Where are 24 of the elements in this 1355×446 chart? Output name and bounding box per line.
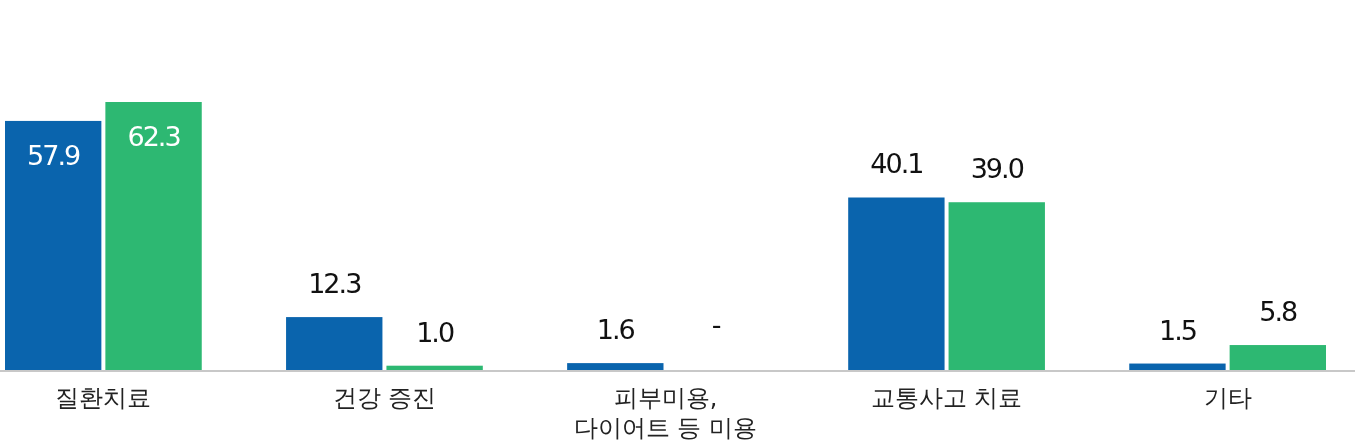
data-label: 40.1: [870, 148, 923, 180]
x-tick-label: 질환치료: [55, 384, 152, 412]
data-label: 39.0: [970, 153, 1024, 185]
x-tick-label: 교통사고 치료: [870, 384, 1023, 412]
bar: [286, 317, 383, 370]
bar: [948, 202, 1045, 370]
data-label: 5.8: [1259, 296, 1298, 328]
x-tick-label: 피부미용, 다이어트 등 미용: [573, 384, 758, 442]
bar: [386, 365, 483, 370]
data-label: 57.9: [27, 139, 81, 171]
bar: [105, 102, 202, 370]
text: -: [711, 309, 720, 340]
bar: [567, 363, 664, 370]
bar: [848, 197, 945, 370]
x-tick-label: 건강 증진: [332, 384, 437, 412]
x-tick-label: 기타: [1203, 384, 1252, 412]
data-label: 12.3: [308, 268, 362, 300]
data-label: 1.5: [1158, 314, 1196, 346]
data-label: 1.0: [416, 316, 454, 348]
data-label: 62.3: [127, 121, 181, 152]
data-label: 1.6: [596, 314, 635, 346]
bar: [1229, 345, 1326, 370]
bar: [1129, 363, 1226, 370]
bar: [5, 120, 102, 370]
